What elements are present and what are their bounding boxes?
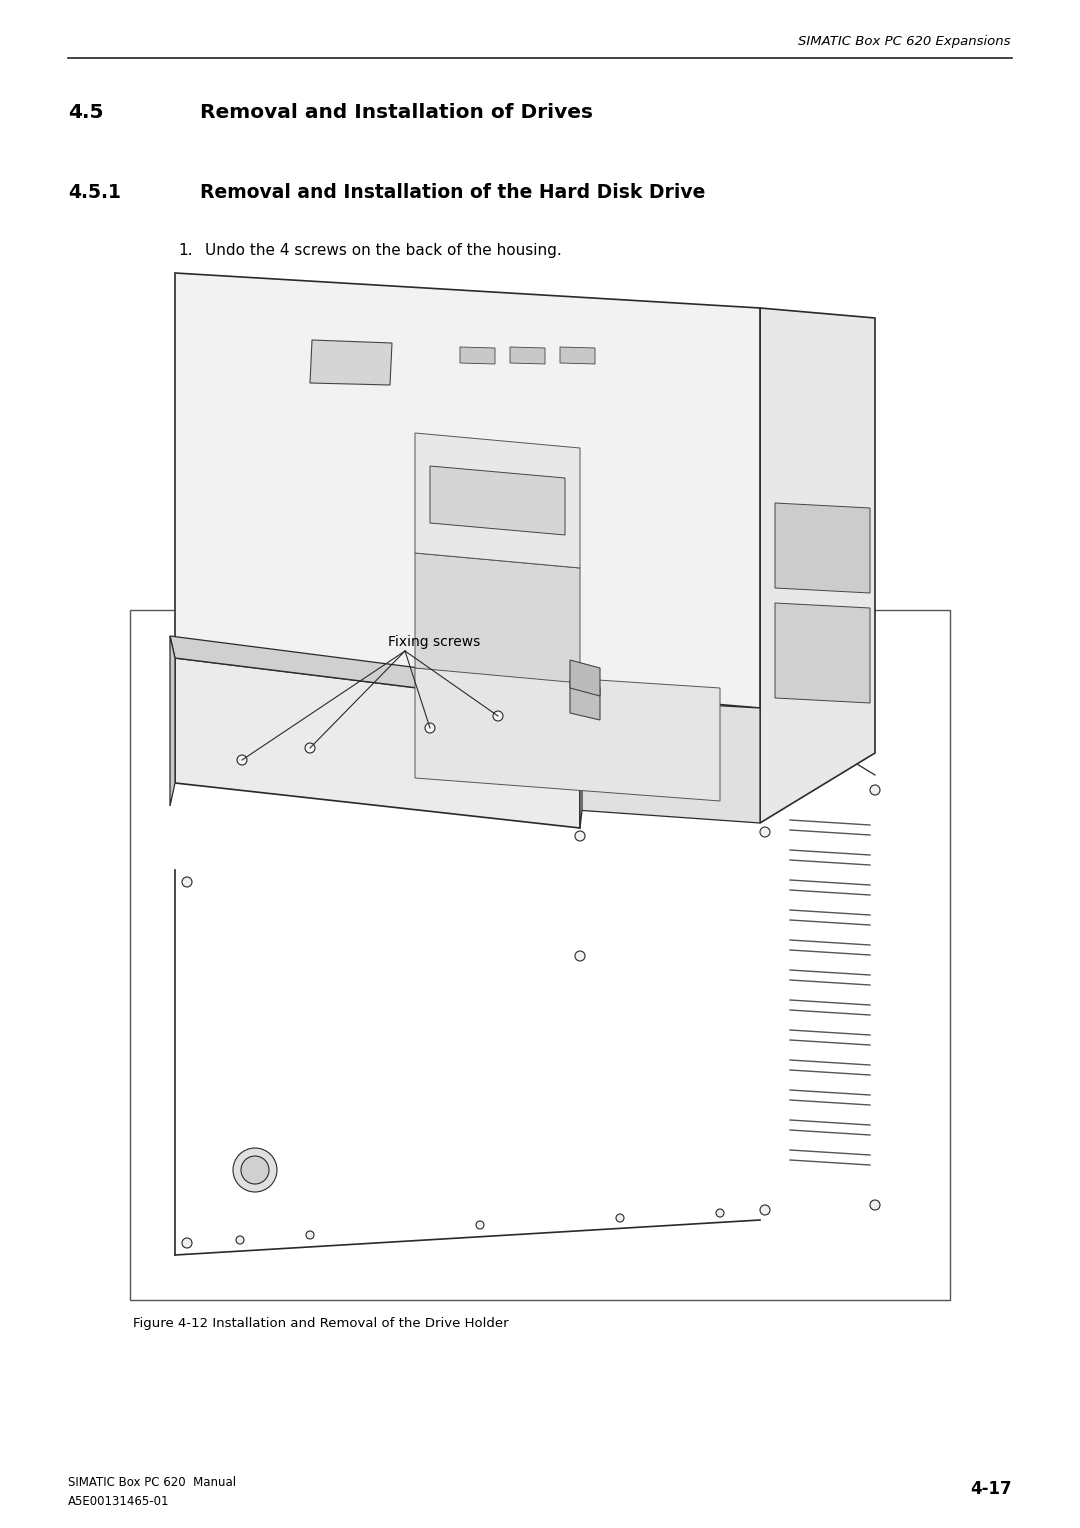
Polygon shape	[415, 668, 720, 801]
Circle shape	[476, 1221, 484, 1229]
Text: 4.5: 4.5	[68, 102, 104, 122]
Polygon shape	[405, 688, 760, 824]
Polygon shape	[775, 604, 870, 703]
Circle shape	[183, 1238, 192, 1248]
Circle shape	[426, 723, 435, 733]
Text: on the housing.: on the housing.	[205, 342, 324, 358]
Text: 2.: 2.	[178, 283, 192, 298]
Bar	[130, 610, 950, 1300]
Circle shape	[183, 877, 192, 886]
Polygon shape	[561, 347, 595, 364]
Text: Removal and Installation of Drives: Removal and Installation of Drives	[200, 102, 593, 122]
Circle shape	[870, 1199, 880, 1210]
Text: 4.: 4.	[178, 390, 192, 405]
Text: same type as the one removed.: same type as the one removed.	[205, 520, 449, 535]
Text: part of the mounting. Remove the hard disk drive from the mounting.: part of the mounting. Remove the hard di…	[205, 451, 739, 465]
Text: 4.5.1: 4.5.1	[68, 183, 121, 203]
Circle shape	[716, 1209, 724, 1216]
Polygon shape	[760, 309, 875, 824]
Polygon shape	[580, 686, 582, 828]
Text: Detach the drive holder from the mounting and lay  the drive holder with its top: Detach the drive holder from the mountin…	[205, 322, 820, 338]
Text: SIMATIC Box PC 620  Manual: SIMATIC Box PC 620 Manual	[68, 1476, 237, 1488]
Text: 6.: 6.	[178, 500, 192, 515]
Polygon shape	[415, 432, 580, 568]
Polygon shape	[175, 274, 760, 707]
Circle shape	[241, 1157, 269, 1184]
Text: Open the drive holder.: Open the drive holder.	[205, 283, 377, 298]
Circle shape	[306, 1232, 314, 1239]
Text: 3.: 3.	[178, 322, 192, 338]
Polygon shape	[170, 636, 175, 805]
Text: Undo the 4 screws on the back of the housing.: Undo the 4 screws on the back of the hou…	[205, 243, 562, 258]
Circle shape	[575, 831, 585, 840]
Polygon shape	[415, 553, 580, 683]
Circle shape	[616, 1215, 624, 1222]
Circle shape	[237, 755, 247, 766]
Circle shape	[760, 1206, 770, 1215]
Text: Proceed in the reverse order to fit the new drive. The new drive must be of the: Proceed in the reverse order to fit the …	[205, 500, 811, 515]
Text: Fixing screws: Fixing screws	[388, 636, 481, 649]
Circle shape	[492, 711, 503, 721]
Circle shape	[237, 1236, 244, 1244]
Polygon shape	[175, 659, 580, 828]
Polygon shape	[430, 466, 565, 535]
Circle shape	[760, 827, 770, 837]
Polygon shape	[775, 503, 870, 593]
Circle shape	[575, 950, 585, 961]
Polygon shape	[570, 660, 600, 695]
Text: Note the cable assignment and pull off the cables.: Note the cable assignment and pull off t…	[205, 390, 592, 405]
Text: SIMATIC Box PC 620 Expansions: SIMATIC Box PC 620 Expansions	[797, 35, 1010, 49]
Polygon shape	[510, 347, 545, 364]
Text: 4-17: 4-17	[970, 1481, 1012, 1497]
Circle shape	[233, 1148, 276, 1192]
Polygon shape	[570, 680, 600, 720]
Text: 1.: 1.	[178, 243, 192, 258]
Circle shape	[870, 785, 880, 795]
Text: A5E00131465-01: A5E00131465-01	[68, 1494, 170, 1508]
Text: Removal and Installation of the Hard Disk Drive: Removal and Installation of the Hard Dis…	[200, 183, 705, 203]
Polygon shape	[170, 636, 580, 707]
Text: Figure 4-12 Installation and Removal of the Drive Holder: Figure 4-12 Installation and Removal of …	[133, 1317, 509, 1329]
Text: Undo the four screws which secure the hard disk drive to the vibration-damped: Undo the four screws which secure the ha…	[205, 429, 814, 445]
Polygon shape	[460, 347, 495, 364]
Polygon shape	[310, 341, 392, 385]
Text: 5.: 5.	[178, 429, 192, 445]
Circle shape	[305, 743, 315, 753]
